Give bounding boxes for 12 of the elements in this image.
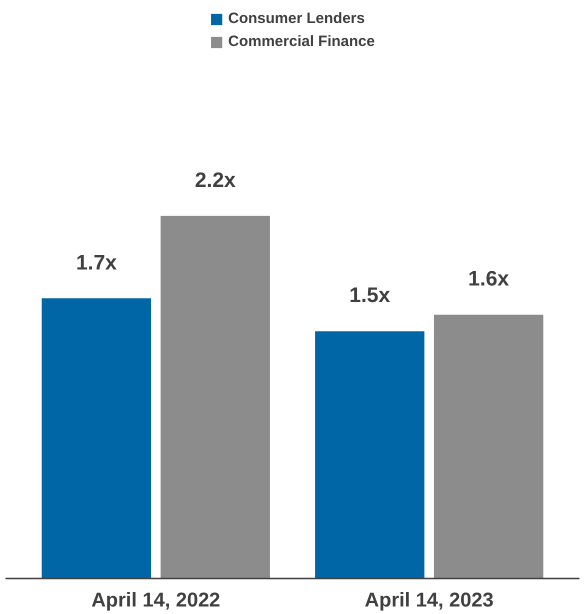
bar xyxy=(434,314,544,578)
x-tick-label: April 14, 2022 xyxy=(91,590,220,612)
data-label: 1.6x xyxy=(468,268,510,291)
legend-label: Commercial Finance xyxy=(228,33,375,50)
bar xyxy=(315,331,424,578)
bar xyxy=(160,216,270,578)
x-tick-label: April 14, 2023 xyxy=(364,590,494,612)
data-label: 1.5x xyxy=(349,284,390,308)
data-label: 1.7x xyxy=(76,251,118,274)
bar xyxy=(42,298,152,578)
legend-label: Consumer Lenders xyxy=(228,10,365,27)
data-label: 2.2x xyxy=(194,168,236,192)
